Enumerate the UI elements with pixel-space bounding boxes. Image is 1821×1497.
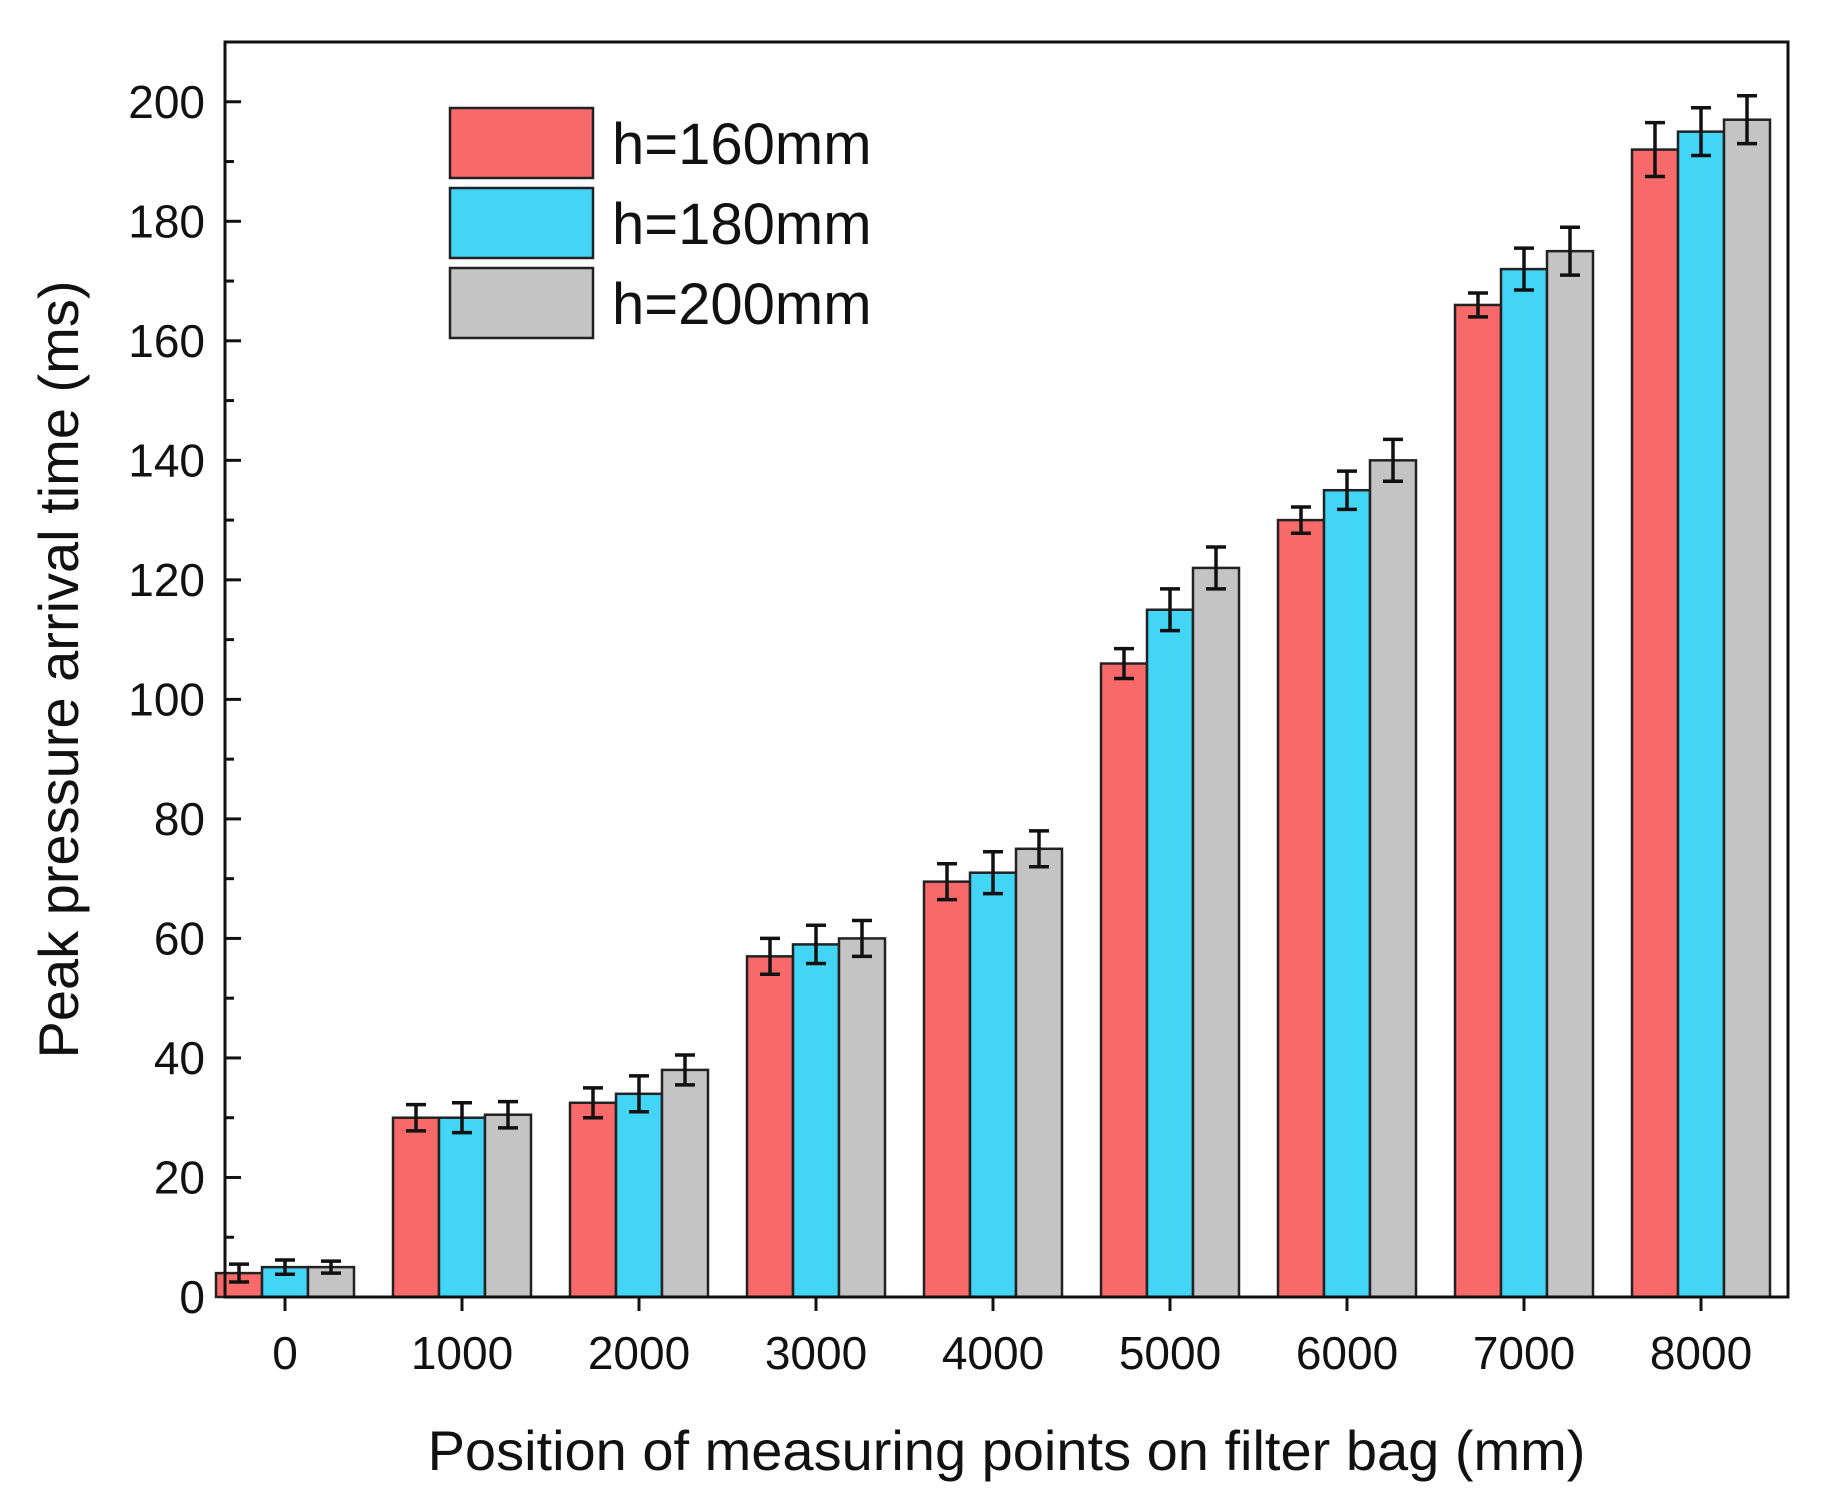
legend: h=160mm h=180mm h=200mm — [448, 106, 872, 340]
bar — [1276, 518, 1326, 1299]
x-tick-label: 8000 — [1650, 1327, 1752, 1379]
bar — [1499, 267, 1549, 1299]
bar — [968, 871, 1018, 1299]
bar — [791, 943, 841, 1299]
x-tick-label: 0 — [272, 1327, 298, 1379]
bar — [1322, 488, 1372, 1299]
bar — [614, 1092, 664, 1299]
legend-swatch — [448, 186, 595, 260]
bar — [1630, 148, 1680, 1299]
x-tick-label: 3000 — [765, 1327, 867, 1379]
bar — [745, 955, 795, 1299]
bar — [1676, 130, 1726, 1299]
y-tick-label: 100 — [128, 673, 205, 725]
y-tick-label: 160 — [128, 315, 205, 367]
y-tick-label: 40 — [154, 1032, 205, 1084]
x-tick-label: 4000 — [942, 1327, 1044, 1379]
y-tick-label: 180 — [128, 195, 205, 247]
x-tick-label: 7000 — [1473, 1327, 1575, 1379]
error-bars-layer — [229, 94, 1757, 1284]
bar — [1145, 608, 1195, 1299]
y-tick-label: 0 — [179, 1271, 205, 1323]
legend-label: h=200mm — [612, 272, 872, 337]
x-tick-label: 1000 — [411, 1327, 513, 1379]
bar — [483, 1113, 533, 1299]
bar — [1191, 566, 1241, 1299]
legend-swatch — [448, 266, 595, 340]
y-axis: 0 20 40 60 80 100 120 140 160 180 200 — [128, 76, 241, 1323]
bar — [1368, 459, 1418, 1299]
bar — [391, 1116, 441, 1299]
y-tick-label: 80 — [154, 793, 205, 845]
bar — [1014, 847, 1064, 1299]
y-tick-label: 120 — [128, 554, 205, 606]
y-tick-label: 20 — [154, 1151, 205, 1203]
bar — [1099, 662, 1149, 1299]
legend-label: h=180mm — [612, 192, 872, 257]
bar — [568, 1101, 618, 1299]
x-tick-label: 2000 — [588, 1327, 690, 1379]
bar — [660, 1068, 710, 1299]
x-tick-label: 5000 — [1119, 1327, 1221, 1379]
x-axis-title: Position of measuring points on filter b… — [428, 1419, 1586, 1482]
x-axis: 0 1000 2000 3000 4000 5000 6000 7000 8000 — [272, 1297, 1752, 1379]
y-tick-label: 200 — [128, 76, 205, 128]
plot-frame — [223, 40, 1790, 1299]
legend-label: h=160mm — [612, 112, 872, 177]
bar — [1545, 249, 1595, 1299]
y-tick-label: 140 — [128, 434, 205, 486]
bar — [922, 880, 972, 1299]
bars-layer — [214, 118, 1772, 1299]
y-axis-title: Peak pressure arrival time (ms) — [27, 281, 90, 1059]
bar — [837, 937, 887, 1299]
bar — [1453, 303, 1503, 1299]
bar — [437, 1116, 487, 1299]
legend-swatch — [448, 106, 595, 180]
x-tick-label: 6000 — [1296, 1327, 1398, 1379]
y-tick-label: 60 — [154, 912, 205, 964]
bar — [1722, 118, 1772, 1299]
